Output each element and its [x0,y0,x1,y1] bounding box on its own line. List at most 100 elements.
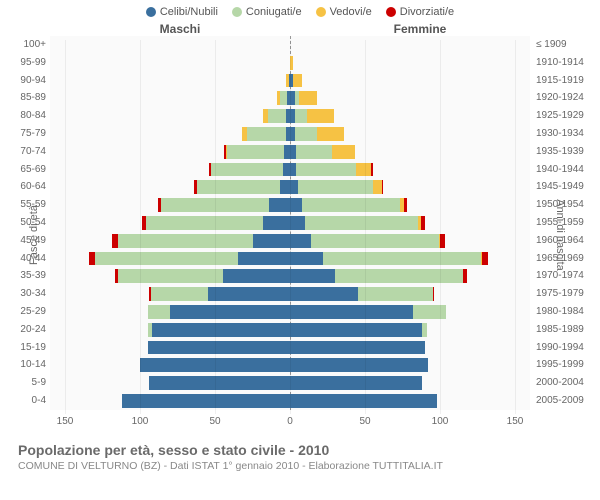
age-label: 15-19 [0,339,46,357]
bar-male [158,198,290,212]
bar-segment [268,109,286,123]
bar-segment [253,234,291,248]
bar-segment [223,269,291,283]
chart-container: Celibi/NubiliConiugati/eVedovi/eDivorzia… [0,0,600,500]
x-tick-label: 150 [57,416,74,427]
bar-segment [358,287,433,301]
x-tick-label: 100 [432,416,449,427]
age-label: 30-34 [0,285,46,303]
birth-year-label: 2000-2004 [536,374,600,392]
age-label: 85-89 [0,89,46,107]
legend-label: Coniugati/e [246,6,302,18]
bar-segment [170,305,290,319]
birth-year-label: 1970-1974 [536,267,600,285]
bar-segment [290,252,323,266]
bar-segment [311,234,439,248]
age-label: 20-24 [0,321,46,339]
header-left: Maschi [60,22,300,36]
birth-year-label: 1995-1999 [536,356,600,374]
bar-segment [295,127,318,141]
bar-segment [404,198,407,212]
bar-segment [290,323,422,337]
bar-female [290,341,425,355]
legend-label: Celibi/Nubili [160,6,218,18]
bar-segment [293,74,302,88]
bar-segment [290,180,298,194]
birth-year-label: 1915-1919 [536,72,600,90]
bar-segment [433,287,435,301]
bar-female [290,198,407,212]
age-label: 80-84 [0,107,46,125]
grid-line [440,40,441,414]
x-axis: 15010050050100150 [50,414,530,434]
bar-segment [295,109,307,123]
bar-male [194,180,290,194]
grid-line [140,40,141,414]
bar-segment [118,269,223,283]
bar-female [290,305,446,319]
legend-label: Divorziati/e [400,6,454,18]
bar-segment [332,145,355,159]
bar-female [290,74,302,88]
bar-segment [463,269,468,283]
bar-male [149,287,290,301]
bar-segment [227,145,284,159]
birth-year-label: 1950-1954 [536,196,600,214]
bar-segment [211,163,283,177]
bar-segment [299,91,317,105]
birth-year-label: 1965-1969 [536,250,600,268]
birth-year-label: 1920-1924 [536,89,600,107]
bar-segment [317,127,344,141]
bar-female [290,127,344,141]
birth-year-label: 1985-1989 [536,321,600,339]
age-label: 70-74 [0,143,46,161]
bar-segment [290,341,425,355]
grid-line [215,40,216,414]
x-tick-label: 50 [209,416,220,427]
bar-segment [290,376,422,390]
bar-segment [296,145,332,159]
birth-year-label: 1960-1964 [536,232,600,250]
bar-segment [151,287,208,301]
legend-swatch [316,7,326,17]
age-label: 10-14 [0,356,46,374]
bar-female [290,145,355,159]
pyramid-chart: Fasce di età Anni di nascita 15010050050… [0,36,600,434]
bar-segment [149,376,290,390]
birth-year-label: ≤ 1909 [536,36,600,54]
bar-female [290,287,434,301]
bar-female [290,180,383,194]
bar-segment [296,163,356,177]
bar-male [148,305,291,319]
legend-item: Celibi/Nubili [146,6,218,18]
bar-male [224,145,290,159]
age-label: 0-4 [0,392,46,410]
age-label: 65-69 [0,161,46,179]
bar-segment [122,394,290,408]
bar-segment [422,323,427,337]
bar-segment [290,305,413,319]
bar-female [290,252,488,266]
bar-male [148,341,291,355]
x-tick-label: 0 [287,416,293,427]
birth-year-label: 1945-1949 [536,178,600,196]
age-label: 40-44 [0,250,46,268]
legend: Celibi/NubiliConiugati/eVedovi/eDivorzia… [0,0,600,18]
bar-segment [356,163,371,177]
bar-segment [290,287,358,301]
bar-male [89,252,290,266]
legend-item: Coniugati/e [232,6,302,18]
bar-segment [413,305,446,319]
header-right: Femmine [300,22,540,36]
birth-year-label: 2005-2009 [536,392,600,410]
birth-year-label: 1940-1944 [536,161,600,179]
bar-segment [371,163,373,177]
bar-segment [280,91,288,105]
bar-female [290,163,373,177]
bar-segment [118,234,253,248]
bar-segment [373,180,382,194]
bar-female [290,323,427,337]
chart-subtitle: COMUNE DI VELTURNO (BZ) - Dati ISTAT 1° … [18,460,582,472]
column-headers: Maschi Femmine [0,18,600,36]
age-label: 90-94 [0,72,46,90]
